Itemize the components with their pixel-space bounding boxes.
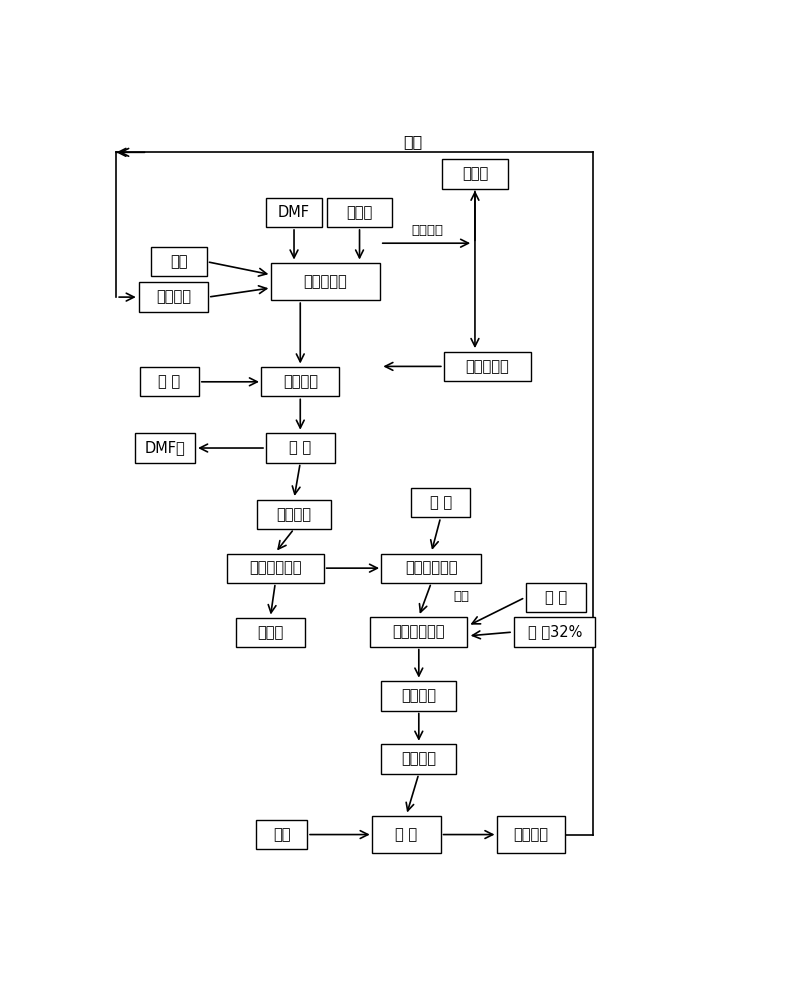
Text: 冷凝器: 冷凝器 [462, 166, 488, 181]
Bar [135, 433, 195, 463]
Bar [266, 433, 335, 463]
Text: 甲 醇: 甲 醇 [430, 495, 452, 510]
Text: 液 碱32%: 液 碱32% [527, 625, 582, 640]
Text: 环己烷相: 环己烷相 [277, 507, 312, 522]
Bar [266, 198, 322, 227]
Bar [372, 816, 440, 853]
Text: 酯化反应釜: 酯化反应釜 [303, 274, 347, 289]
Text: 环己烷: 环己烷 [257, 625, 283, 640]
Bar [227, 554, 324, 583]
Bar [256, 820, 308, 849]
Text: DMF: DMF [278, 205, 310, 220]
Bar [327, 198, 392, 227]
Text: 滴加: 滴加 [453, 590, 469, 603]
Text: 乙酰化釜: 乙酰化釜 [283, 374, 318, 389]
Text: 烘 干: 烘 干 [395, 827, 417, 842]
Bar [526, 583, 586, 612]
Text: 萃 取: 萃 取 [289, 441, 312, 456]
Bar [382, 681, 456, 711]
Text: 蒸汽: 蒸汽 [273, 827, 291, 842]
Text: 有机锡粉: 有机锡粉 [514, 827, 548, 842]
Text: 环己烷: 环己烷 [346, 205, 373, 220]
Bar [151, 247, 207, 276]
Text: 离心甩干: 离心甩干 [402, 752, 436, 767]
Text: 环己烷回收釜: 环己烷回收釜 [249, 561, 302, 576]
Text: 锡粉洗涤: 锡粉洗涤 [402, 688, 436, 703]
Bar [514, 617, 596, 647]
Bar [442, 159, 508, 189]
Bar [257, 500, 332, 529]
Text: 有机锡乙酸酯: 有机锡乙酸酯 [405, 561, 457, 576]
Bar [139, 367, 199, 396]
Bar [236, 618, 304, 647]
Text: 有机锡回收釜: 有机锡回收釜 [393, 625, 445, 640]
Text: 套用: 套用 [403, 134, 422, 149]
Text: 蔗糖: 蔗糖 [170, 254, 188, 269]
Bar [139, 282, 208, 312]
Text: DMF相: DMF相 [145, 441, 185, 456]
Bar [444, 352, 531, 381]
Bar [370, 617, 467, 647]
Text: 酯化分水槽: 酯化分水槽 [465, 359, 510, 374]
Text: 常压蒸馏: 常压蒸馏 [411, 224, 444, 237]
Text: 纯 水: 纯 水 [545, 590, 567, 605]
Text: 有机锡粉: 有机锡粉 [156, 290, 191, 305]
Bar [262, 367, 339, 396]
Bar [411, 488, 470, 517]
Bar [497, 816, 565, 853]
Bar [382, 554, 481, 583]
Bar [382, 744, 456, 774]
Bar [270, 263, 380, 300]
Text: 醋 酐: 醋 酐 [159, 374, 180, 389]
